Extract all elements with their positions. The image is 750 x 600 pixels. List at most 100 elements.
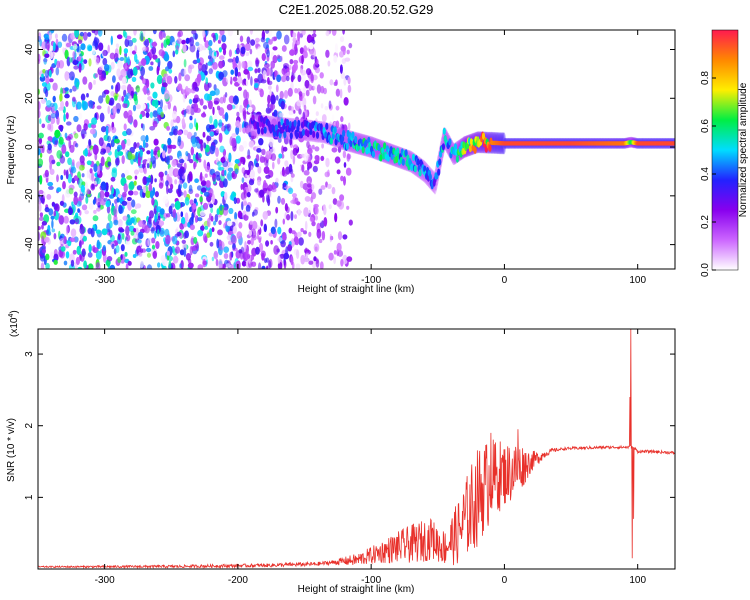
spectrogram-cell	[52, 82, 58, 91]
spectrogram-cell	[121, 84, 127, 91]
spectrogram-cell	[284, 160, 289, 167]
spectrogram-cell	[106, 205, 111, 214]
spectrogram-cell	[112, 75, 116, 83]
spectrogram-cell	[83, 59, 88, 64]
spectrogram-cell	[48, 32, 53, 41]
spectrogram-cell	[95, 229, 101, 235]
spectrogram-cell	[320, 103, 324, 109]
spectrogram-cell	[238, 249, 242, 254]
colorbar: 0.0 0.2 0.4 0.6 0.8 Normalized spectral ampl…	[700, 29, 749, 277]
snr-x-axis-label: Height of straight line (km)	[298, 584, 415, 595]
chart-title: C2E1.2025.088.20.52.G29	[279, 2, 434, 17]
spectrogram-cell	[300, 254, 306, 265]
spectrogram-cell	[323, 206, 327, 216]
spectrogram-cell	[336, 200, 342, 207]
spectrogram-cell	[159, 99, 163, 109]
spectrogram-cell	[64, 49, 69, 60]
spectrogram-cell	[275, 94, 279, 101]
spectrogram-cell	[98, 66, 103, 71]
spectrogram-cell	[104, 191, 110, 198]
spectrogram-cell	[181, 118, 185, 126]
spectrogram-cell	[38, 231, 41, 242]
spectrogram-cell	[76, 81, 79, 90]
spectrogram-cell	[202, 105, 208, 110]
spectrogram-cell	[161, 258, 168, 267]
spectrogram-cell	[190, 146, 194, 156]
spectrogram-cell	[50, 113, 56, 119]
spectrogram-cell	[110, 176, 116, 182]
spectrogram-cell	[325, 49, 330, 58]
spectrogram-cell	[179, 249, 185, 256]
spectrogram-cell	[115, 244, 120, 254]
spectrogram-cell	[275, 206, 279, 214]
spectrogram-cell	[339, 51, 344, 58]
spectrogram-cell	[184, 196, 190, 206]
spectrogram-cell	[185, 91, 190, 96]
spectrogram-cell	[168, 260, 172, 269]
spectrogram-cell	[209, 131, 215, 137]
spectrogram-cell	[223, 253, 229, 259]
spectrogram-cell	[178, 159, 185, 164]
spectrogram-cell	[62, 47, 65, 53]
spectrogram-ridge-core	[383, 142, 387, 150]
spectrogram-cell	[133, 119, 138, 128]
spectrogram-cell	[44, 236, 50, 243]
spectrogram-cell	[227, 145, 231, 151]
spectrogram-cell	[342, 254, 348, 265]
spectrogram-cell	[157, 262, 161, 268]
spectrogram-cell	[63, 169, 66, 176]
spectrogram-cell	[44, 34, 50, 41]
spectrogram-cell	[230, 235, 237, 245]
spectrogram-cell	[192, 153, 196, 162]
spectrogram-cell	[41, 82, 48, 87]
spectrogram-cell	[38, 58, 41, 64]
spectrogram-cell	[299, 180, 304, 189]
spectrogram-cell	[275, 177, 279, 183]
spectrogram-cell	[218, 220, 222, 226]
spectrogram-cell	[235, 135, 241, 144]
spectrogram-cell	[181, 239, 186, 244]
spectrogram-cell	[160, 111, 164, 118]
spectrogram-cell	[346, 256, 353, 262]
spectrogram-cell	[269, 89, 272, 96]
spectrogram-cell	[346, 205, 350, 210]
spectrogram-cell	[172, 235, 178, 245]
spectrogram-cell	[121, 140, 126, 150]
spectrogram-cell	[264, 156, 267, 166]
spectrogram-ridge-core	[333, 126, 337, 134]
spectrogram-cell	[212, 34, 216, 43]
spectrogram-cell	[226, 123, 232, 132]
spectrogram-cell	[164, 89, 170, 100]
spectrogram-cell	[163, 105, 168, 111]
spectrogram-cell	[93, 180, 97, 186]
spectrogram-cell	[140, 135, 147, 142]
spectrogram-cell	[38, 189, 44, 195]
spectrogram-cell	[341, 124, 345, 131]
spectrogram-cell	[91, 45, 96, 55]
spectrogram-cell	[65, 100, 69, 107]
spectrogram-cell	[172, 110, 177, 120]
spectrogram-cell	[65, 225, 69, 235]
spectrogram-cell	[178, 168, 184, 177]
spectrogram-cell	[199, 171, 203, 182]
spectrogram-cell	[315, 58, 319, 66]
spectrogram-cell	[238, 222, 243, 229]
spectrogram-cell	[117, 233, 121, 240]
spectrogram-cell	[313, 243, 320, 253]
spectrogram-cell	[47, 181, 54, 187]
spectrogram-cell	[259, 189, 265, 198]
spectrogram-cell	[193, 102, 199, 113]
spectrogram-cell	[258, 237, 262, 243]
spectrogram-cell	[347, 122, 351, 131]
spectrogram-cell	[218, 132, 223, 143]
spectrogram-cell	[208, 68, 213, 75]
spectrogram-cell	[161, 31, 167, 38]
spectrogram-cell	[209, 90, 216, 97]
spectrogram-cell	[204, 40, 210, 48]
spectrogram-cell	[136, 142, 140, 149]
spectrogram-cell	[139, 260, 144, 269]
spectrogram-cell	[51, 219, 54, 229]
spectrogram-cell	[146, 177, 152, 183]
spectrogram-cell	[152, 160, 157, 169]
spectrogram-cell	[38, 101, 41, 111]
